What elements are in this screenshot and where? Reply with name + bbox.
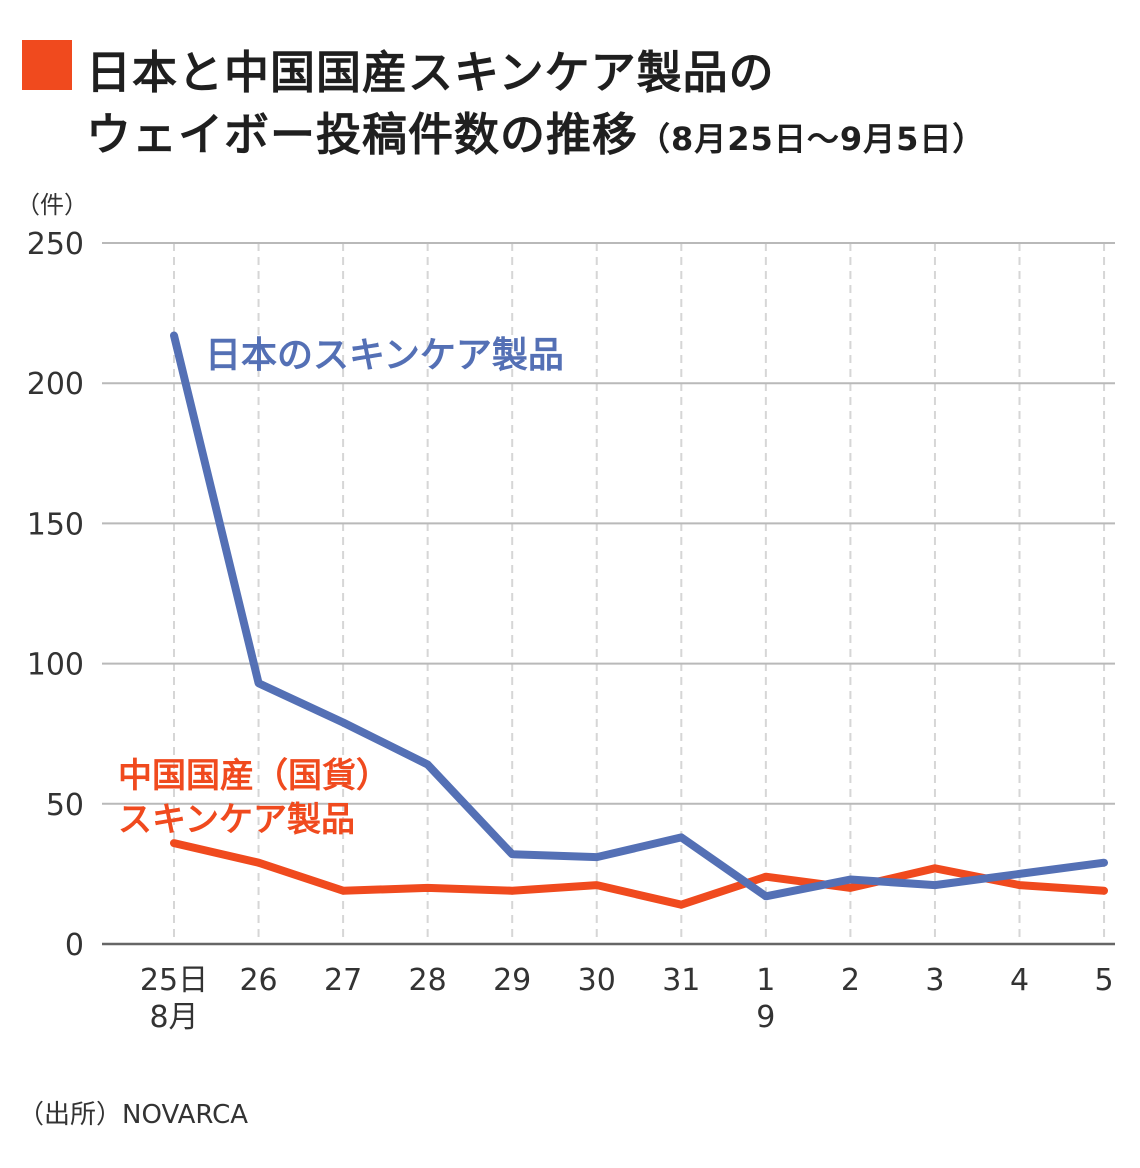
title-marker [22, 40, 72, 90]
series-lines [170, 331, 1108, 909]
title-line-1: 日本と中国国産スキンケア製品の [86, 46, 775, 99]
x-tick-labels: 25日 26 27 28 29 30 31 1 2 3 4 5 8月 9 [140, 963, 1114, 1035]
y-tick-label: 200 [27, 367, 84, 402]
title-date-range: （8月25日〜9月5日） [638, 120, 986, 158]
vertical-gridlines [173, 243, 1106, 944]
x-tick-label: 31 [662, 963, 700, 998]
x-tick-label: 1 [756, 963, 775, 998]
horizontal-gridlines [102, 242, 1115, 946]
title-line-2: ウェイボー投稿件数の推移（8月25日〜9月5日） [86, 98, 985, 163]
series-label-japan: 日本のスキンケア製品 [205, 335, 564, 376]
series-line-japan [170, 331, 1108, 901]
y-axis-unit-label: （件） [16, 191, 88, 219]
y-tick-label: 0 [65, 928, 84, 963]
x-tick-label: 2 [841, 963, 860, 998]
x-tick-label: 5 [1095, 963, 1114, 998]
y-tick-labels: 0 50 100 150 200 250 [27, 227, 84, 963]
x-month-label: 9 [756, 1000, 775, 1035]
x-tick-label: 25日 [140, 963, 208, 998]
x-tick-label: 26 [239, 963, 277, 998]
x-tick-label: 30 [578, 963, 616, 998]
source-note: （出所）NOVARCA [18, 1100, 249, 1130]
x-tick-label: 29 [493, 963, 531, 998]
y-tick-label: 100 [27, 648, 84, 683]
series-label-china-line: スキンケア製品 [118, 800, 355, 840]
y-tick-label: 250 [27, 227, 84, 262]
series-line-china [170, 839, 1108, 909]
title-line-2-main: ウェイボー投稿件数の推移 [86, 108, 639, 161]
x-tick-label: 28 [409, 963, 447, 998]
y-tick-label: 150 [27, 507, 84, 542]
x-tick-label: 3 [925, 963, 944, 998]
series-label-china-line: 中国国産（国貨） [118, 756, 390, 796]
x-month-label: 8月 [149, 1000, 198, 1035]
y-tick-label: 50 [46, 788, 84, 823]
x-tick-label: 27 [324, 963, 362, 998]
line-chart: （件） 0 50 100 150 200 250 25日 26 27 28 29 30 31 1 2 3 4 5… [16, 191, 1115, 1035]
x-tick-label: 4 [1010, 963, 1029, 998]
